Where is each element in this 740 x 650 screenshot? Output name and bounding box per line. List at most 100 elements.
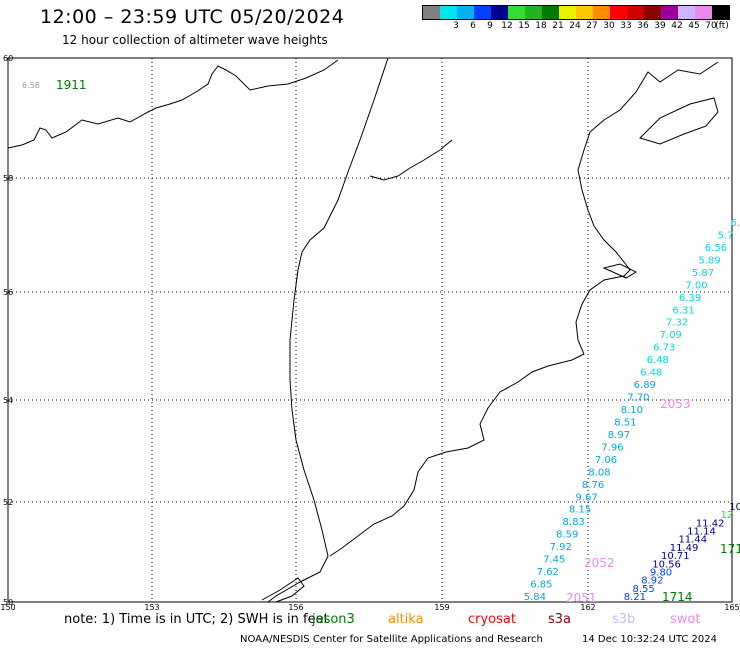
chart-subtitle: 12 hour collection of altimeter wave hei…	[62, 33, 328, 47]
satellite-label: altika	[388, 612, 424, 627]
kommandorsky-islands	[602, 263, 638, 279]
satellite-label: swot	[670, 612, 701, 627]
legend-swatch	[712, 6, 729, 19]
wave-height-value: 7.32	[666, 318, 688, 329]
legend-label: 3	[453, 21, 459, 31]
wave-height-value: 8.97	[608, 430, 630, 441]
legend-swatch	[491, 6, 508, 19]
wave-height-value: 7.45	[543, 555, 565, 566]
wave-height-value: 6.31	[672, 305, 694, 316]
latitude-label: 58	[3, 174, 13, 183]
graticule	[8, 58, 732, 602]
legend-swatch	[474, 6, 491, 19]
legend-unit: (ft)	[715, 21, 729, 31]
wave-height-value: 7.06	[595, 455, 617, 466]
legend-label: 12	[501, 21, 513, 31]
wave-height-value: 6.85	[530, 580, 552, 591]
track-time-label: 2052	[584, 556, 615, 570]
legend-swatch	[627, 6, 644, 19]
wave-height-value: 7.62	[537, 567, 559, 578]
legend-label: 27	[586, 21, 598, 31]
wave-height-value: 6.89	[634, 380, 656, 391]
wave-height-value: 7.70	[627, 393, 649, 404]
legend-label: 21	[552, 21, 564, 31]
wave-height-value: 8.08	[588, 467, 610, 478]
wave-height-value: 6.73	[653, 343, 675, 354]
legend-label: 9	[487, 21, 493, 31]
track-time-label: 1911	[56, 78, 87, 92]
latitude-label: 60	[3, 54, 13, 63]
karaginsky-island	[639, 97, 719, 145]
wave-height-value: 5.89	[698, 255, 720, 266]
legend-label: 42	[671, 21, 683, 31]
wave-height-value: 7.92	[550, 542, 572, 553]
legend-swatch	[678, 6, 695, 19]
wave-height-value: 10.71	[661, 551, 690, 562]
wave-height-value: 6.48	[647, 355, 669, 366]
koryak-coast	[369, 139, 453, 181]
map-frame	[7, 57, 733, 603]
legend-swatch	[593, 6, 610, 19]
legend-label: 45	[688, 21, 700, 31]
legend-swatch	[542, 6, 559, 19]
legend-swatch	[423, 6, 440, 19]
latitude-label: 56	[3, 288, 13, 297]
latitude-labels: 60 58 56 54 52 50	[3, 54, 13, 607]
legend-labels: 3 6 9 12 15 18 21 24 27 30 33 36 39 42 45 70 (ft)	[422, 21, 740, 35]
wave-height-value: 9.67	[575, 492, 597, 503]
longitude-label: 165	[724, 603, 739, 612]
wave-height-value: 6.48	[640, 368, 662, 379]
chart-title: 12:00 – 23:59 UTC 05/20/2024	[40, 6, 345, 28]
longitude-label: 156	[288, 603, 303, 612]
legend-swatch	[525, 6, 542, 19]
wave-height-value: 5.7	[718, 230, 734, 241]
legend-swatch	[695, 6, 712, 19]
kuril-island	[261, 577, 305, 603]
wave-height-value: 8.21	[624, 592, 646, 603]
wave-height-value: 11.42	[696, 518, 725, 529]
longitude-label: 162	[580, 603, 595, 612]
wave-height-value: 9.80	[650, 567, 672, 578]
kamchatka-west-coast	[267, 57, 389, 603]
wave-height-value: 10	[729, 502, 740, 513]
wave-height-value: 8.59	[556, 530, 578, 541]
longitude-labels: 150 153 156 159 162 165	[0, 603, 739, 612]
satellite-label: jason3	[312, 612, 355, 627]
track-time-label: 2051	[566, 591, 597, 605]
legend-label: 24	[569, 21, 581, 31]
footer-note: note: 1) Time is in UTC; 2) SWH is in fe…	[64, 612, 329, 627]
latitude-label: 52	[3, 498, 13, 507]
legend-swatch	[559, 6, 576, 19]
track-time-label: 1714	[662, 590, 693, 604]
wave-height-value: 8.15	[569, 505, 591, 516]
legend-label: 39	[654, 21, 666, 31]
legend-swatch	[644, 6, 661, 19]
legend-label: 36	[637, 21, 649, 31]
footer-timestamp: 14 Dec 10:32:24 UTC 2024	[582, 634, 717, 645]
wave-height-value: 8.55	[632, 584, 654, 595]
legend-swatches	[422, 5, 730, 20]
latitude-label: 50	[3, 598, 13, 607]
wave-height-value: 6.39	[679, 293, 701, 304]
legend-label: 18	[535, 21, 547, 31]
legend-label: 70	[705, 21, 717, 31]
legend-label: 30	[603, 21, 615, 31]
wave-height-value: 5.84	[524, 592, 546, 603]
satellite-track-a: 6.5.7 6.565.89 5.877.00 6.396.31 7.327.09 6.7…	[22, 81, 740, 603]
kamchatka-coastline	[7, 59, 339, 149]
wave-height-value: 5.87	[692, 268, 714, 279]
wave-height-value: 11.49	[670, 543, 699, 554]
wave-height-value: 6.58	[22, 81, 40, 90]
wave-height-value: 11.44	[678, 535, 707, 546]
wave-height-value: 7.00	[685, 280, 707, 291]
footer-credit: NOAA/NESDIS Center for Satellite Applica…	[240, 634, 543, 645]
satellite-label: s3a	[548, 612, 572, 627]
satellite-label: cryosat	[468, 612, 516, 627]
legend-label: 15	[518, 21, 530, 31]
legend-swatch	[440, 6, 457, 19]
longitude-label: 150	[0, 603, 15, 612]
kamchatka-east-coast	[329, 61, 719, 557]
track-time-label: 1714	[720, 542, 740, 556]
legend-swatch	[661, 6, 678, 19]
wave-height-legend: 3 6 9 12 15 18 21 24 27 30 33 36 39 42 45 70 (ft)	[422, 5, 740, 35]
